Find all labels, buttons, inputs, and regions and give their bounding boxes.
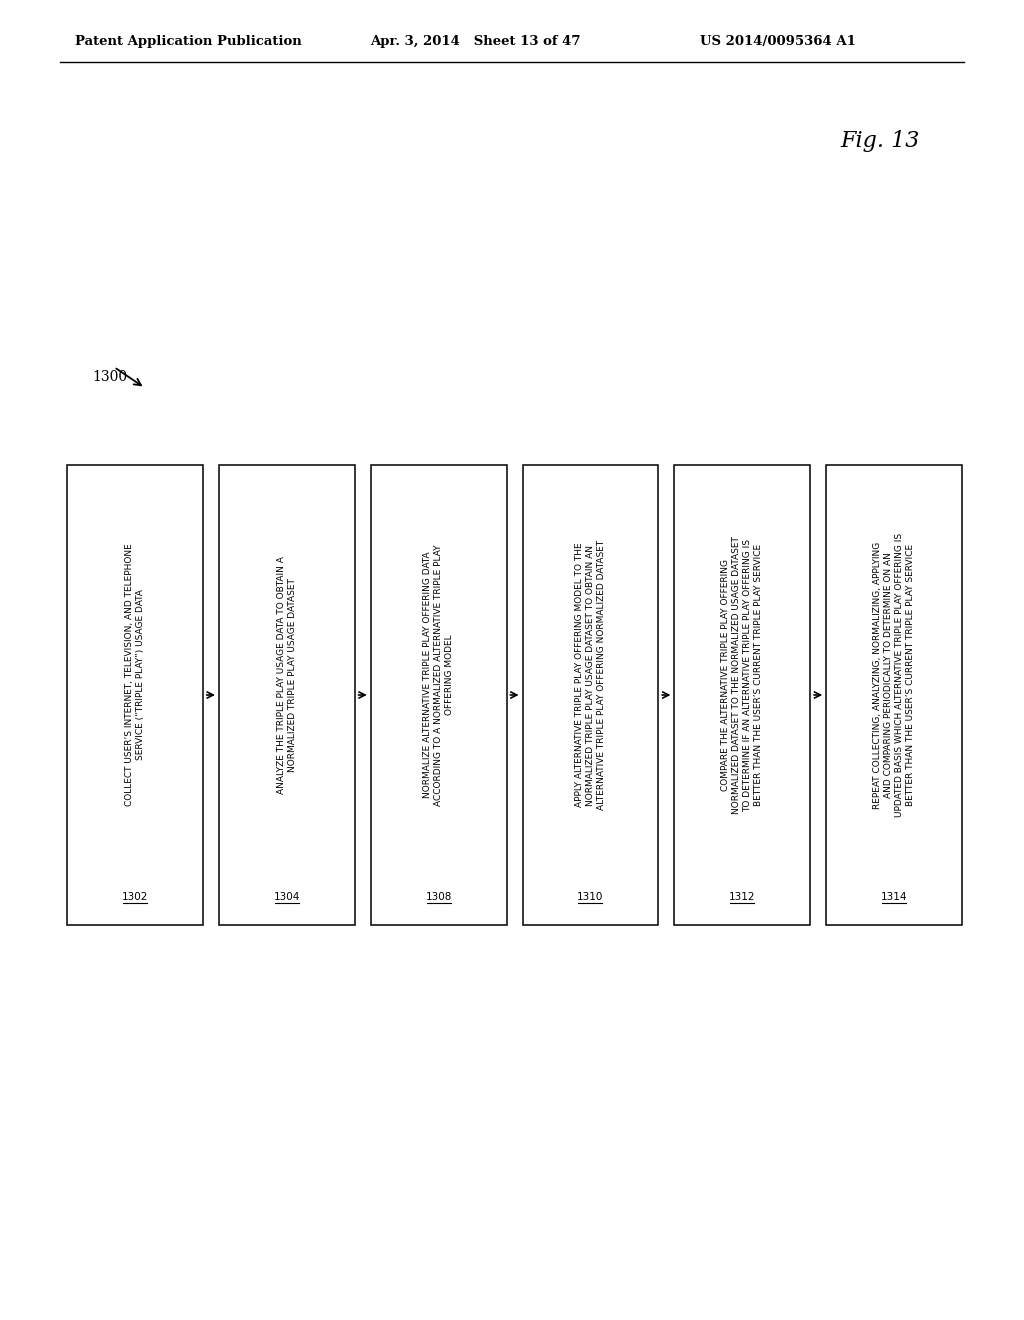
Text: APPLY ALTERNATIVE TRIPLE PLAY OFFERING MODEL TO THE
NORMALIZED TRIPLE PLAY USAGE: APPLY ALTERNATIVE TRIPLE PLAY OFFERING M…: [574, 540, 606, 810]
Text: Apr. 3, 2014   Sheet 13 of 47: Apr. 3, 2014 Sheet 13 of 47: [370, 36, 581, 48]
Text: COMPARE THE ALTERNATIVE TRIPLE PLAY OFFERING
NORMALIZED DATASET TO THE NORMALIZE: COMPARE THE ALTERNATIVE TRIPLE PLAY OFFE…: [721, 536, 764, 814]
Text: 1304: 1304: [273, 892, 300, 902]
Text: Fig. 13: Fig. 13: [840, 129, 920, 152]
Bar: [67, 465, 203, 925]
Text: 1312: 1312: [729, 892, 756, 902]
Text: COLLECT USER’S INTERNET, TELEVISION, AND TELEPHONE
SERVICE (“TRIPLE PLAY”) USAGE: COLLECT USER’S INTERNET, TELEVISION, AND…: [125, 544, 145, 807]
Text: REPEAT COLLECTING, ANALYZING, NORMALIZING, APPLYING
AND COMPARING PERIODICALLY T: REPEAT COLLECTING, ANALYZING, NORMALIZIN…: [872, 533, 915, 817]
Text: Patent Application Publication: Patent Application Publication: [75, 36, 302, 48]
Bar: [675, 465, 810, 925]
Text: US 2014/0095364 A1: US 2014/0095364 A1: [700, 36, 856, 48]
Bar: [826, 465, 962, 925]
Text: 1302: 1302: [122, 892, 148, 902]
Text: 1300: 1300: [92, 370, 127, 384]
Bar: [219, 465, 354, 925]
Text: 1310: 1310: [578, 892, 603, 902]
Text: 1308: 1308: [425, 892, 452, 902]
Text: NORMALIZE ALTERNATIVE TRIPLE PLAY OFFERING DATA
ACCORDING TO A NORMALIZED ALTERN: NORMALIZE ALTERNATIVE TRIPLE PLAY OFFERI…: [423, 544, 455, 805]
Text: 1314: 1314: [881, 892, 907, 902]
Text: ANALYZE THE TRIPLE PLAY USAGE DATA TO OBTAIN A
NORMALIZED TRIPLE PLAY USAGE DATA: ANALYZE THE TRIPLE PLAY USAGE DATA TO OB…: [276, 556, 297, 793]
Bar: [371, 465, 507, 925]
Bar: [522, 465, 658, 925]
